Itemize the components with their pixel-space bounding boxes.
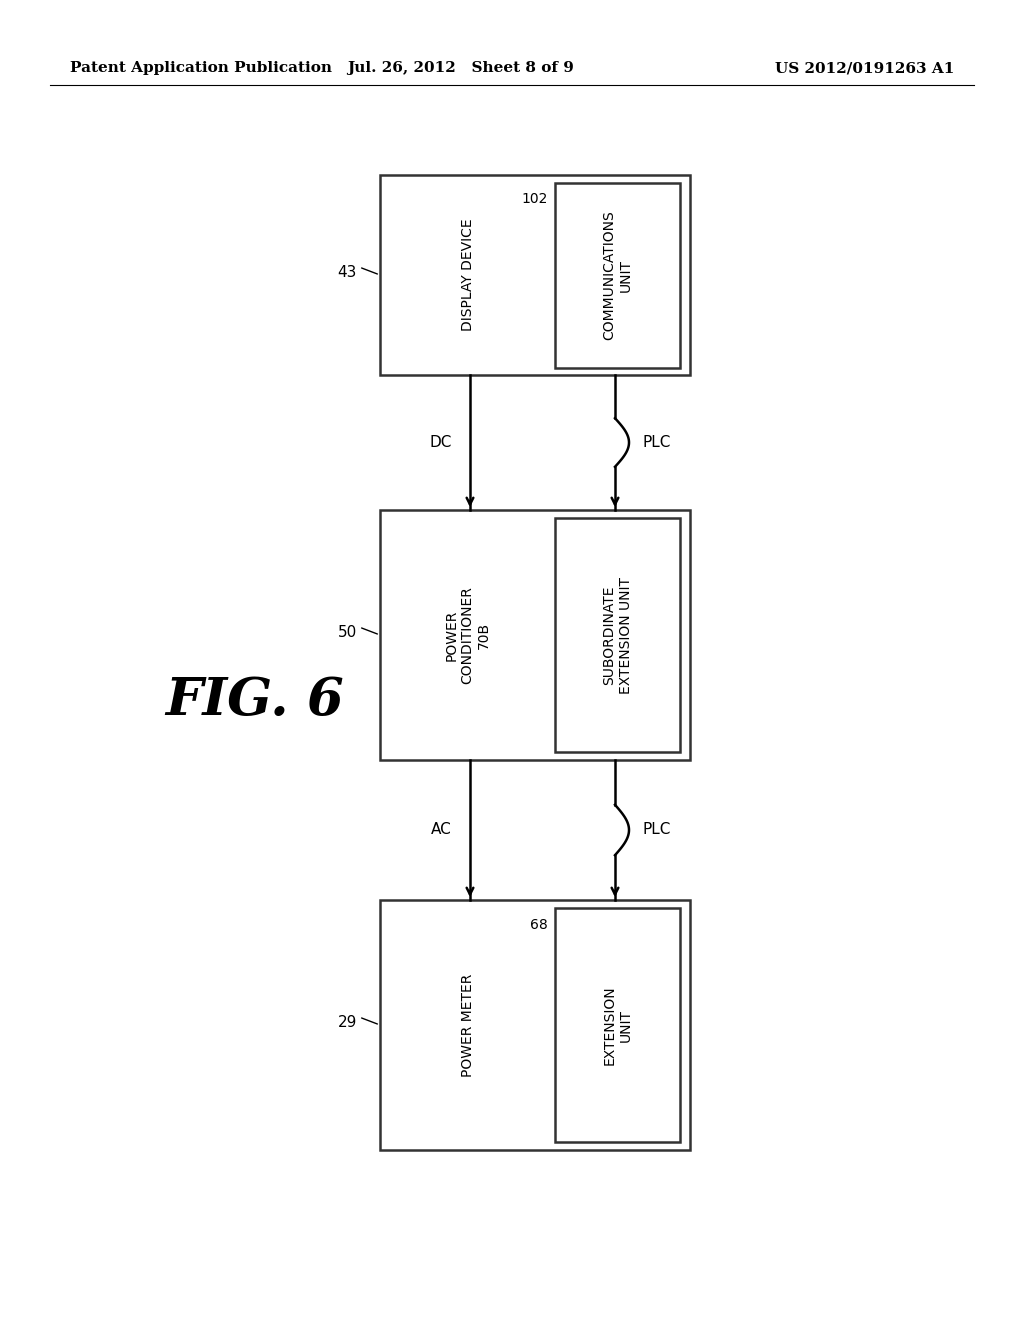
Bar bbox=[555, 517, 680, 752]
Text: EXTENSION
UNIT: EXTENSION UNIT bbox=[602, 985, 633, 1065]
Bar bbox=[380, 176, 690, 375]
Text: 43: 43 bbox=[338, 265, 357, 280]
Text: 50: 50 bbox=[338, 624, 357, 640]
Text: 102: 102 bbox=[521, 191, 548, 206]
Text: SUBORDINATE
EXTENSION UNIT: SUBORDINATE EXTENSION UNIT bbox=[602, 577, 633, 693]
Bar bbox=[380, 900, 690, 1150]
Text: FIG. 6: FIG. 6 bbox=[165, 675, 344, 726]
Text: Patent Application Publication: Patent Application Publication bbox=[70, 61, 332, 75]
Bar bbox=[380, 510, 690, 760]
Text: Jul. 26, 2012   Sheet 8 of 9: Jul. 26, 2012 Sheet 8 of 9 bbox=[347, 61, 574, 75]
Text: POWER METER: POWER METER bbox=[461, 973, 474, 1077]
Text: PLC: PLC bbox=[643, 436, 672, 450]
Text: DC: DC bbox=[430, 436, 452, 450]
Text: AC: AC bbox=[431, 822, 452, 837]
Bar bbox=[555, 183, 680, 368]
Text: DISPLAY DEVICE: DISPLAY DEVICE bbox=[461, 219, 474, 331]
Text: 29: 29 bbox=[338, 1015, 357, 1030]
Text: 68: 68 bbox=[530, 917, 548, 932]
Text: US 2012/0191263 A1: US 2012/0191263 A1 bbox=[774, 61, 954, 75]
Bar bbox=[555, 908, 680, 1142]
Text: COMMUNICATIONS
UNIT: COMMUNICATIONS UNIT bbox=[602, 211, 633, 341]
Text: POWER
CONDITIONER
70B: POWER CONDITIONER 70B bbox=[444, 586, 490, 684]
Text: PLC: PLC bbox=[643, 822, 672, 837]
